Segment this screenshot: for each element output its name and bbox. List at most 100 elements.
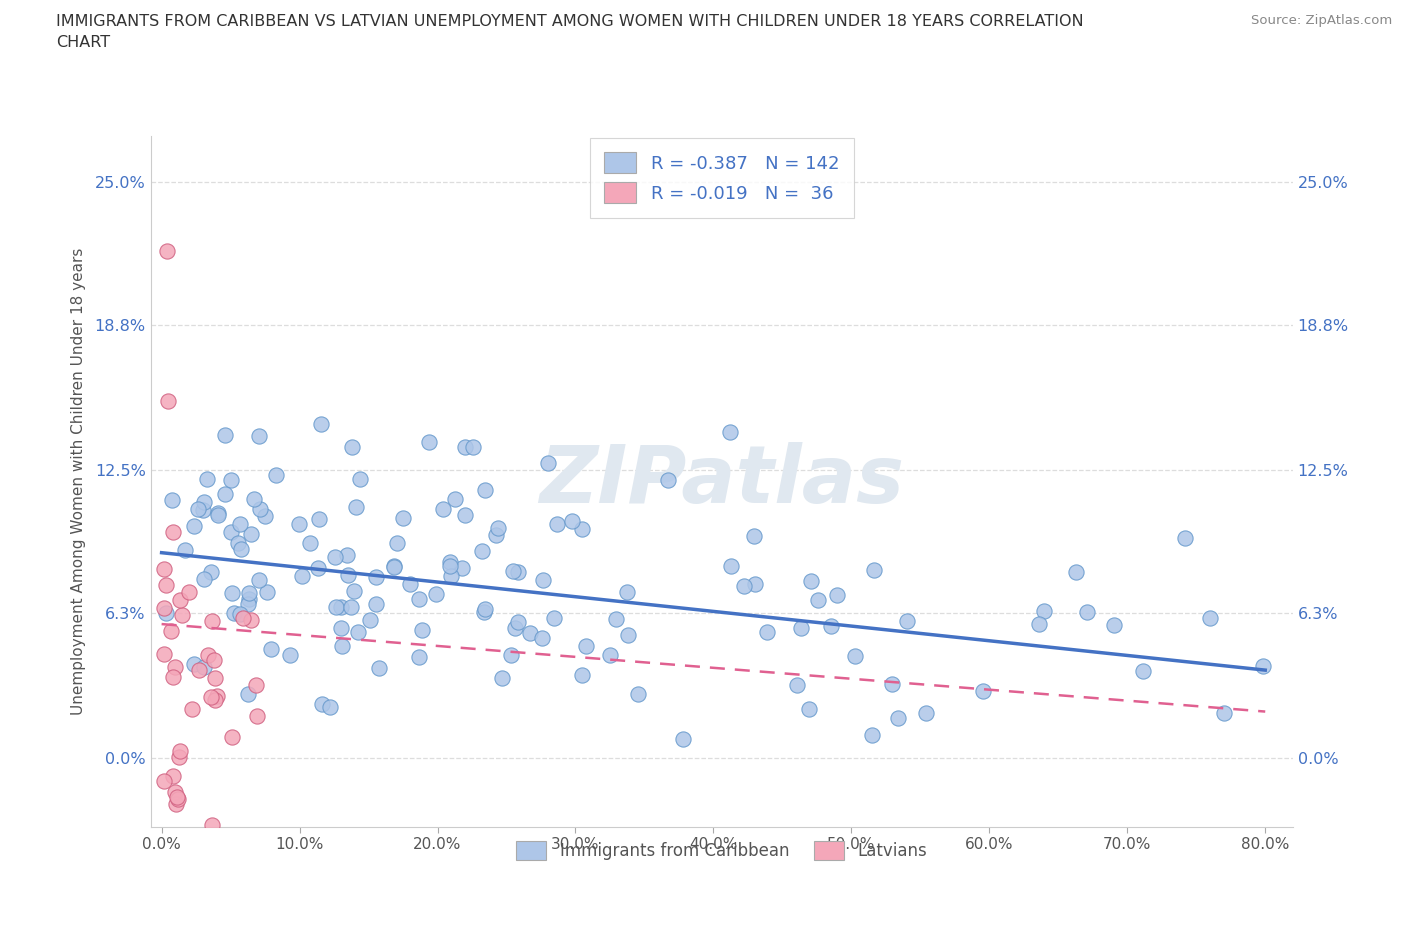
Point	[508, 614, 530, 629]
Point	[408, 650, 430, 665]
Point	[330, 639, 353, 654]
Point	[672, 732, 695, 747]
Point	[347, 624, 370, 639]
Point	[344, 499, 367, 514]
Point	[486, 521, 509, 536]
Point	[844, 648, 866, 663]
Point	[169, 592, 191, 607]
Point	[599, 648, 621, 663]
Point	[187, 663, 209, 678]
Point	[537, 456, 560, 471]
Point	[454, 439, 477, 454]
Point	[311, 697, 333, 711]
Point	[214, 428, 236, 443]
Point	[221, 729, 243, 744]
Point	[264, 468, 287, 483]
Point	[359, 613, 381, 628]
Point	[733, 579, 755, 594]
Point	[440, 569, 463, 584]
Point	[195, 472, 218, 486]
Point	[914, 705, 936, 720]
Point	[392, 511, 415, 525]
Point	[471, 543, 494, 558]
Point	[340, 440, 363, 455]
Point	[1213, 706, 1236, 721]
Point	[229, 517, 252, 532]
Point	[153, 601, 176, 616]
Point	[499, 647, 522, 662]
Point	[571, 522, 593, 537]
Point	[162, 493, 184, 508]
Point	[307, 561, 329, 576]
Point	[288, 517, 311, 532]
Point	[232, 611, 254, 626]
Point	[418, 434, 440, 449]
Point	[221, 586, 243, 601]
Point	[228, 606, 250, 621]
Point	[155, 578, 177, 592]
Point	[502, 564, 524, 578]
Point	[627, 686, 650, 701]
Point	[156, 244, 179, 259]
Text: Source: ZipAtlas.com: Source: ZipAtlas.com	[1251, 14, 1392, 27]
Point	[880, 676, 903, 691]
Point	[204, 692, 226, 707]
Point	[366, 596, 388, 611]
Point	[236, 686, 259, 701]
Point	[181, 701, 204, 716]
Point	[167, 791, 190, 806]
Point	[349, 472, 371, 487]
Point	[201, 614, 224, 629]
Point	[546, 516, 568, 531]
Point	[249, 502, 271, 517]
Point	[1104, 618, 1126, 632]
Point	[825, 588, 848, 603]
Point	[1076, 604, 1098, 619]
Text: ZIPatlas: ZIPatlas	[538, 443, 904, 520]
Point	[972, 684, 994, 698]
Point	[742, 529, 765, 544]
Y-axis label: Unemployment Among Women with Children Under 18 years: Unemployment Among Women with Children U…	[72, 247, 86, 715]
Point	[187, 501, 209, 516]
Point	[224, 605, 246, 620]
Point	[432, 501, 454, 516]
Point	[484, 527, 506, 542]
Point	[174, 542, 197, 557]
Point	[242, 491, 264, 506]
Point	[247, 573, 270, 588]
Point	[245, 677, 267, 692]
Point	[309, 417, 332, 432]
Point	[451, 561, 474, 576]
Point	[163, 785, 186, 800]
Point	[439, 559, 461, 574]
Point	[246, 709, 269, 724]
Point	[474, 602, 496, 617]
Point	[399, 577, 422, 591]
Point	[291, 568, 314, 583]
Point	[205, 688, 228, 703]
Point	[786, 678, 808, 693]
Point	[193, 572, 215, 587]
Point	[744, 577, 766, 591]
Point	[411, 622, 433, 637]
Point	[204, 671, 226, 685]
Point	[1174, 530, 1197, 545]
Point	[444, 492, 467, 507]
Point	[238, 592, 260, 607]
Point	[543, 611, 565, 626]
Point	[657, 472, 679, 487]
Point	[336, 548, 359, 563]
Point	[153, 562, 176, 577]
Point	[718, 424, 741, 439]
Point	[561, 513, 583, 528]
Point	[183, 657, 205, 671]
Point	[329, 600, 352, 615]
Text: IMMIGRANTS FROM CARIBBEAN VS LATVIAN UNEMPLOYMENT AMONG WOMEN WITH CHILDREN UNDE: IMMIGRANTS FROM CARIBBEAN VS LATVIAN UNE…	[56, 14, 1084, 50]
Point	[340, 600, 363, 615]
Point	[191, 502, 214, 517]
Point	[790, 620, 813, 635]
Point	[226, 536, 249, 551]
Point	[1132, 664, 1154, 679]
Point	[162, 670, 184, 684]
Point	[461, 440, 484, 455]
